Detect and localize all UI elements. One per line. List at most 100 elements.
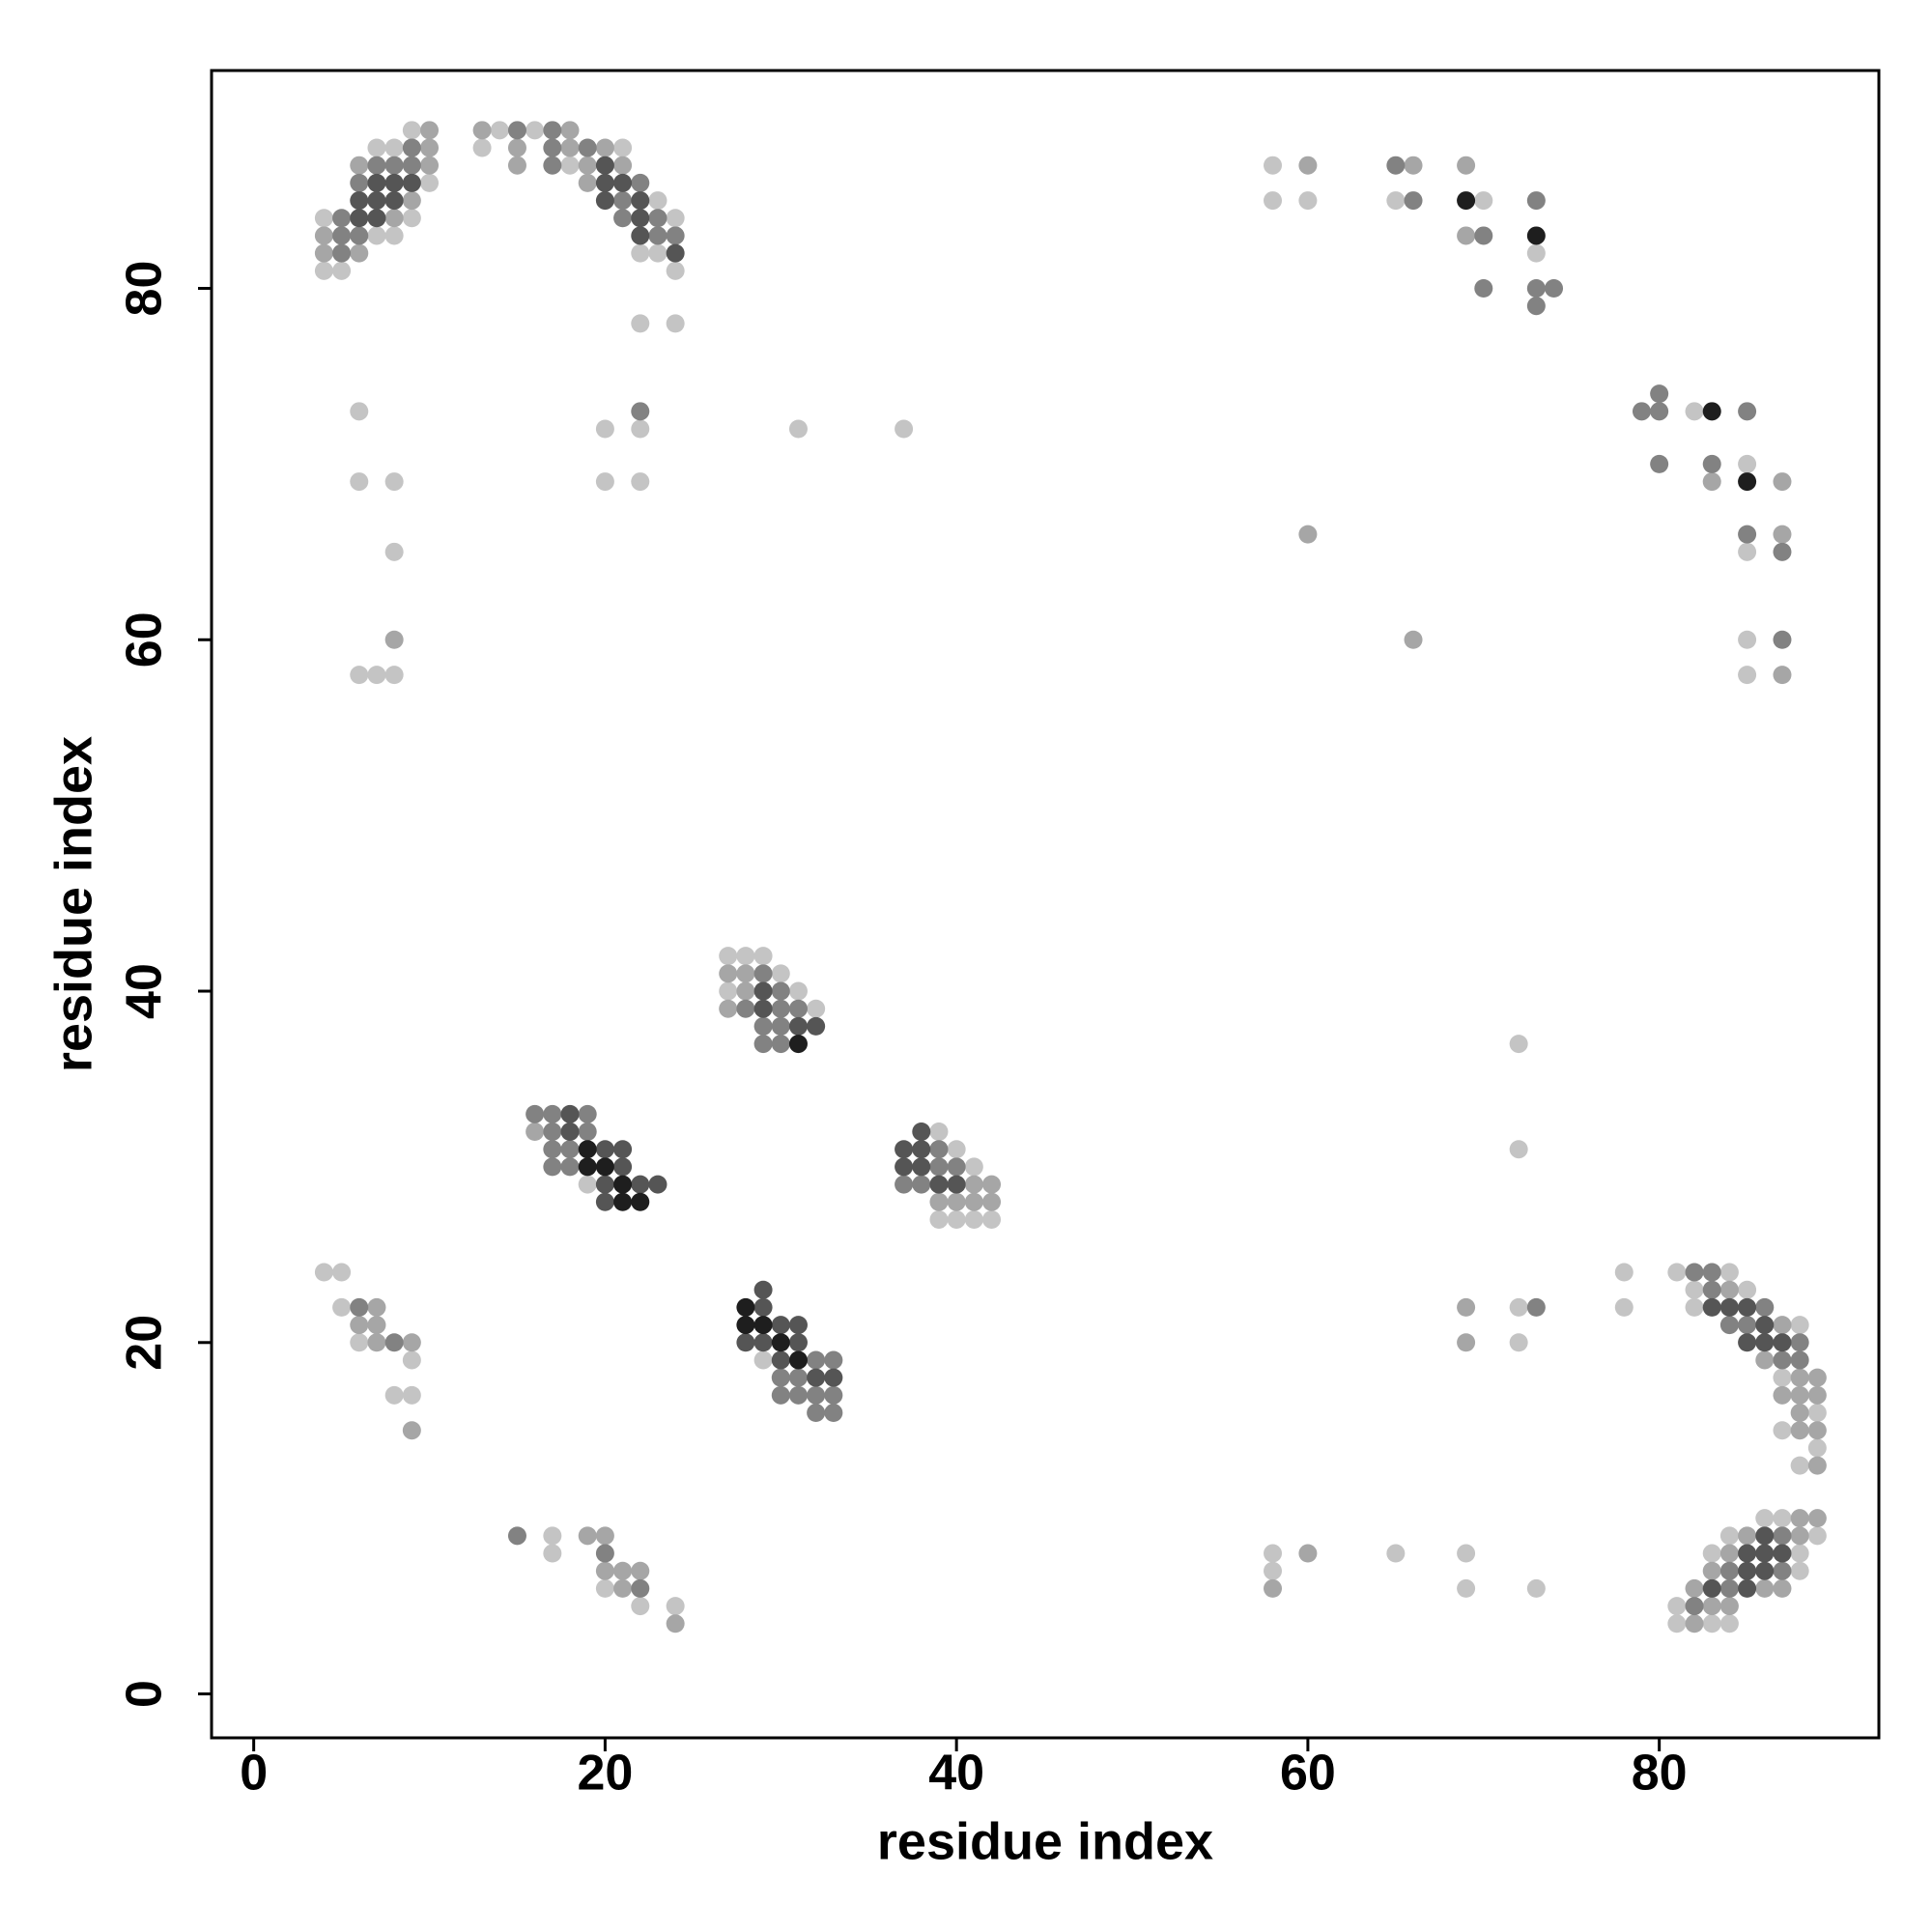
contact-point [1719, 1316, 1739, 1335]
contact-point [947, 1192, 966, 1211]
contact-point [771, 1316, 790, 1335]
contact-point [1457, 1333, 1476, 1352]
contact-point [350, 173, 369, 192]
contact-point [384, 226, 404, 245]
contact-point [736, 1333, 755, 1352]
contact-point [771, 1333, 790, 1352]
contact-point [1755, 1544, 1775, 1563]
y-tick-label: 40 [117, 963, 173, 1019]
contact-point [631, 1192, 650, 1211]
contact-point [1773, 630, 1792, 649]
contact-point [1755, 1297, 1775, 1317]
contact-point [1738, 666, 1757, 685]
x-tick-label: 60 [1280, 1746, 1336, 1802]
contact-point [1404, 191, 1423, 211]
contact-point [1790, 1316, 1809, 1335]
y-tick-label: 80 [117, 261, 173, 317]
contact-point [543, 156, 562, 175]
contact-point [1264, 191, 1283, 211]
contact-point [631, 243, 650, 263]
contact-point [350, 243, 369, 263]
contact-point [788, 1316, 808, 1335]
contact-point [1773, 1316, 1792, 1335]
contact-point [719, 947, 738, 966]
contact-point [332, 243, 352, 263]
contact-point [1457, 1544, 1476, 1563]
contact-point [402, 156, 421, 175]
contact-point [595, 156, 614, 175]
contact-point [526, 1122, 545, 1142]
contact-point [1702, 1297, 1721, 1317]
contact-point [350, 191, 369, 211]
contact-point [1738, 402, 1757, 421]
contact-point [384, 209, 404, 228]
contact-point [1526, 1578, 1546, 1598]
contact-point [543, 1140, 562, 1159]
contact-point [929, 1157, 949, 1177]
contact-point [1719, 1280, 1739, 1299]
contact-point [631, 402, 650, 421]
contact-point [1790, 1368, 1809, 1387]
contact-point [1650, 384, 1669, 404]
contact-point [543, 1104, 562, 1123]
contact-point [1457, 1578, 1476, 1598]
contact-point [947, 1209, 966, 1229]
contact-point [929, 1209, 949, 1229]
contact-point [578, 1140, 597, 1159]
contact-point [384, 630, 404, 649]
contact-point [1702, 472, 1721, 492]
contact-point [402, 1385, 421, 1405]
contact-point [1719, 1297, 1739, 1317]
contact-point [895, 419, 914, 439]
y-tick-label: 0 [117, 1680, 173, 1708]
contact-point [507, 138, 526, 157]
contact-point [1755, 1578, 1775, 1598]
contact-point [1790, 1350, 1809, 1370]
contact-point [631, 1578, 650, 1598]
contact-point [402, 1333, 421, 1352]
contact-point [771, 981, 790, 1001]
contact-point [666, 209, 685, 228]
contact-point [1738, 472, 1757, 492]
contact-point [595, 1561, 614, 1580]
contact-point [824, 1385, 843, 1405]
contact-point [384, 173, 404, 192]
contact-point [384, 138, 404, 157]
contact-point [1790, 1333, 1809, 1352]
contact-point [771, 1350, 790, 1370]
contact-point [1667, 1263, 1687, 1282]
contact-point [1807, 1509, 1827, 1528]
contact-point [1264, 1544, 1283, 1563]
contact-point [1457, 191, 1476, 211]
contact-point [1702, 402, 1721, 421]
contact-point [350, 1297, 369, 1317]
contact-point [1702, 1544, 1721, 1563]
contact-point [788, 1333, 808, 1352]
contact-point [771, 964, 790, 983]
contact-point [1738, 1578, 1757, 1598]
contact-point [1685, 1614, 1704, 1634]
contact-point [666, 1597, 685, 1616]
contact-point [1298, 156, 1318, 175]
contact-point [1632, 402, 1651, 421]
contact-point [367, 209, 386, 228]
contact-point [350, 1333, 369, 1352]
contact-point [543, 138, 562, 157]
contact-point [420, 121, 440, 140]
contact-point [595, 138, 614, 157]
contact-point [1738, 630, 1757, 649]
contact-point [472, 121, 492, 140]
contact-point [560, 1140, 580, 1159]
contact-point [578, 1175, 597, 1194]
contact-point [1650, 402, 1669, 421]
x-tick-label: 20 [577, 1746, 633, 1802]
contact-point [631, 1561, 650, 1580]
contact-point [384, 1333, 404, 1352]
contact-point [631, 191, 650, 211]
contact-point [982, 1175, 1002, 1194]
y-tick-label: 60 [117, 611, 173, 668]
contact-point [666, 243, 685, 263]
y-axis-label: residue index [44, 736, 102, 1072]
contact-point [1667, 1597, 1687, 1616]
contact-point [1614, 1263, 1634, 1282]
